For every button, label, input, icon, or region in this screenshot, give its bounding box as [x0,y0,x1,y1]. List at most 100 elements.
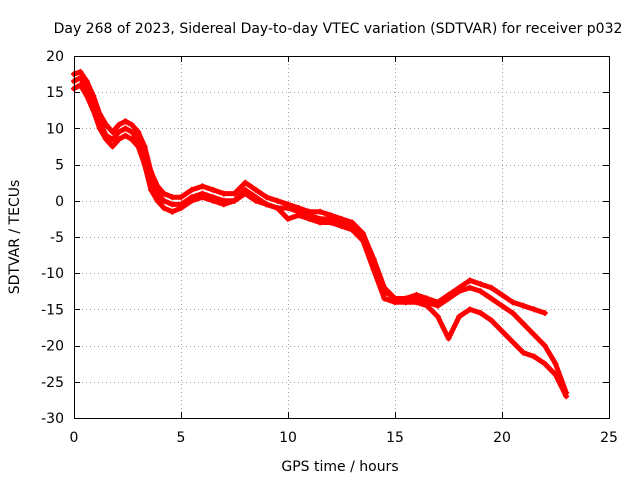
chart-title: Day 268 of 2023, Sidereal Day-to-day VTE… [54,21,623,37]
data-point [199,194,206,201]
data-point [413,299,420,306]
data-point [456,288,463,295]
y-tick-label: -20 [41,339,64,355]
data-point [252,186,259,193]
data-point [499,328,505,335]
y-tick-label: 15 [46,85,64,101]
data-point [160,205,167,211]
data-point [115,121,122,128]
data-point [274,205,281,211]
data-point [327,219,334,226]
series-line-track-c [71,82,569,399]
data-point [509,299,516,306]
data-point [210,186,217,193]
data-point [466,306,473,313]
data-point [563,393,570,400]
data-point [520,320,527,327]
y-tick-label: 10 [46,121,64,137]
grid-layer [74,56,609,418]
data-point [531,353,538,360]
data-point [434,313,441,320]
data-point [96,125,103,132]
data-point [242,190,249,197]
data-point [122,118,129,125]
data-point [477,310,484,316]
series-layer [71,68,570,400]
data-point [90,107,97,114]
data-point [109,136,116,143]
data-point [274,197,281,204]
data-point [509,310,516,316]
series-line-track-b [71,75,569,396]
data-point [77,82,84,88]
data-point [285,205,291,211]
x-tick-label: 10 [279,430,297,446]
data-point [135,129,142,135]
data-point [466,284,473,291]
data-point [466,277,473,284]
y-tick-label: -5 [50,230,64,246]
data-point [392,299,398,306]
data-point [188,197,195,204]
x-tick-label: 15 [386,430,404,446]
data-point [359,237,366,244]
data-point [135,136,142,143]
data-point [220,190,227,197]
data-point [541,360,548,367]
plot-frame [74,56,610,419]
data-point [488,284,495,291]
y-tick-label: 5 [55,158,64,174]
data-point [103,136,110,143]
data-point [160,190,167,197]
data-point [128,121,135,128]
data-point [499,302,505,309]
data-point [317,219,324,226]
data-point [77,74,84,81]
data-point [552,360,559,367]
data-point [109,143,116,150]
data-point [231,190,238,197]
data-point [520,302,527,309]
data-point [295,212,302,219]
x-tick-label: 5 [177,430,186,446]
series-line-track-a [71,69,548,316]
x-tick-label: 20 [493,430,511,446]
data-point [520,349,527,356]
data-point [509,339,516,345]
data-point [210,197,217,204]
y-tick-label: -10 [41,266,64,282]
data-point [531,306,538,313]
data-point [263,194,270,201]
data-point [178,205,184,211]
data-point [77,68,84,75]
y-tick-label: 0 [55,194,64,210]
data-point [199,183,206,190]
data-point [285,215,291,222]
data-point [122,132,129,139]
data-point [499,291,505,298]
tick-layer: -30 -25 -20 -15 -10 -5 0 5 10 15 20 0 5 10 15 20 25 [41,49,618,446]
data-point [552,371,559,378]
data-point [541,310,548,316]
data-point [445,295,452,302]
data-point [109,129,116,135]
data-point [488,317,495,324]
data-point [220,201,227,208]
data-point [477,288,484,295]
data-point [477,281,484,288]
data-point [317,208,324,215]
data-point [456,313,463,320]
data-point [402,299,409,306]
data-point [128,136,135,143]
data-point [349,226,356,233]
data-point [83,92,90,99]
data-point [169,201,176,208]
data-point [370,266,377,273]
data-point [122,125,129,132]
data-point [338,223,345,230]
data-point [141,161,148,168]
y-tick-label: -30 [41,411,64,427]
data-point [445,335,452,342]
data-point [488,295,495,302]
